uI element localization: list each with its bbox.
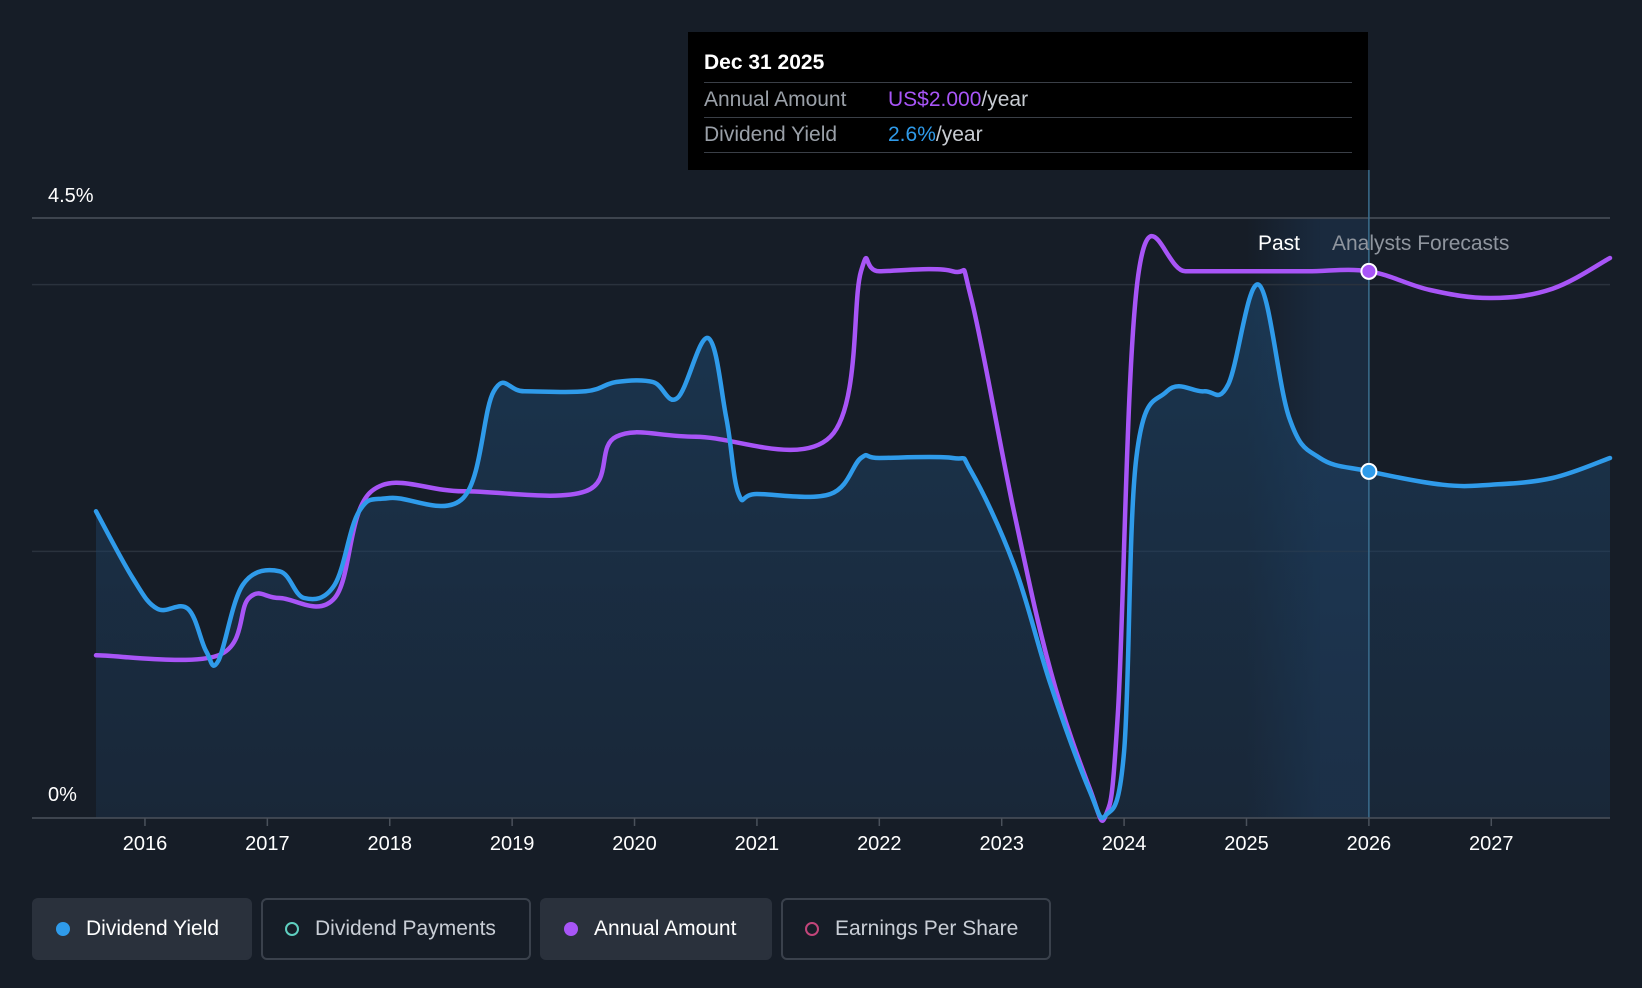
y-tick-label-top: 4.5% (48, 185, 94, 207)
x-tick-label: 2026 (1347, 833, 1392, 855)
x-tick-label: 2021 (735, 833, 780, 855)
x-tick-label: 2022 (857, 833, 902, 855)
annual-amount-line (93, 233, 1613, 823)
legend-dividend-yield-button[interactable]: Dividend Yield (32, 898, 252, 960)
ring-dot-icon (805, 922, 819, 936)
tooltip-date: Dec 31 2025 (704, 48, 1352, 83)
legend-label: Annual Amount (594, 917, 737, 940)
dividend-chart: 2016 2017 2018 2019 2020 2021 2022 2023 2024 2025… (32, 170, 1613, 855)
dividend-yield-marker[interactable] (1360, 462, 1378, 480)
tooltip-dividend-yield-value: 2.6% (888, 123, 936, 146)
tooltip-row-annual-amount: Annual Amount US$2.000 /year (704, 83, 1352, 118)
dividend-yield-line (93, 282, 1613, 821)
forecast-label: Analysts Forecasts (1332, 232, 1509, 255)
legend-label: Dividend Yield (86, 917, 220, 940)
x-tick-label: 2016 (123, 833, 168, 855)
legend-label: Dividend Payments (315, 917, 496, 940)
legend-annual-amount-button[interactable]: Annual Amount (540, 898, 772, 960)
x-tick-label: 2025 (1224, 833, 1269, 855)
x-axis-ticks: 2016 2017 2018 2019 2020 2021 2022 2023 2024 2025… (123, 818, 1514, 855)
past-label: Past (1258, 232, 1300, 255)
tooltip-annual-amount-value: US$2.000 (888, 88, 982, 111)
tooltip-annual-amount-label: Annual Amount (704, 88, 847, 111)
x-tick-label: 2018 (367, 833, 412, 855)
y-tick-label-bottom: 0% (48, 784, 77, 806)
filled-dot-icon (564, 922, 578, 936)
tooltip-dividend-yield-unit: /year (935, 123, 983, 146)
x-tick-label: 2019 (490, 833, 535, 855)
ring-dot-icon (285, 922, 299, 936)
dividend-yield-area (96, 284, 1610, 818)
legend-dividend-payments-button[interactable]: Dividend Payments (261, 898, 531, 960)
legend-earnings-per-share-button[interactable]: Earnings Per Share (781, 898, 1051, 960)
legend-label: Earnings Per Share (835, 917, 1019, 940)
x-tick-label: 2027 (1469, 833, 1514, 855)
tooltip-row-dividend-yield: Dividend Yield 2.6% /year (704, 118, 1352, 153)
tooltip: Dec 31 2025 Annual Amount US$2.000 /year… (688, 32, 1368, 170)
tooltip-annual-amount-unit: /year (981, 88, 1029, 111)
tooltip-dividend-yield-label: Dividend Yield (704, 123, 838, 146)
x-tick-label: 2024 (1102, 833, 1147, 855)
annual-amount-marker[interactable] (1360, 262, 1378, 280)
filled-dot-icon (56, 922, 70, 936)
legend: Dividend Yield Dividend Payments Annual … (32, 898, 1051, 960)
x-tick-label: 2023 (979, 833, 1024, 855)
x-tick-label: 2017 (245, 833, 290, 855)
x-tick-label: 2020 (612, 833, 657, 855)
